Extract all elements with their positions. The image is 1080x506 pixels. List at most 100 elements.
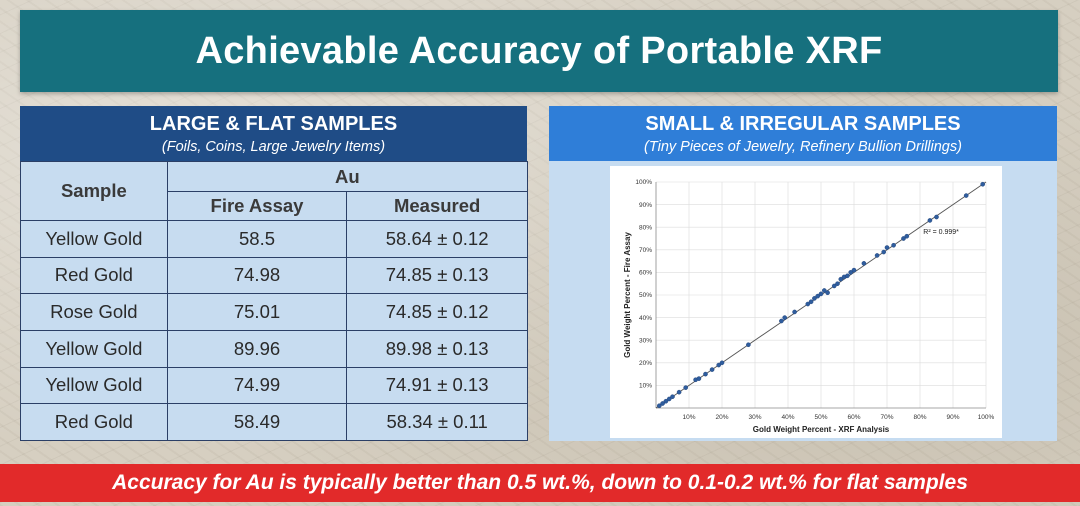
data-point [676, 389, 682, 395]
x-tick-label: 40% [781, 414, 794, 421]
data-point [838, 276, 844, 282]
y-tick-label: 50% [639, 292, 652, 299]
data-point [670, 394, 675, 399]
title-banner: Achievable Accuracy of Portable XRF [20, 10, 1058, 92]
fire-assay-cell: 75.01 [166, 293, 348, 331]
data-point [683, 385, 688, 390]
x-tick-label: 50% [814, 414, 827, 421]
fire-assay-cell: 58.5 [166, 220, 348, 258]
data-point [825, 290, 830, 296]
fire-assay-cell: 74.98 [166, 256, 348, 295]
data-point [934, 214, 939, 220]
x-tick-label: 10% [682, 414, 695, 421]
data-point [805, 301, 811, 307]
sample-cell: Yellow Gold [20, 220, 168, 258]
right-panel-subtitle: (Tiny Pieces of Jewelry, Refinery Bullio… [644, 139, 962, 155]
table-subheader-row: Fire Assay Measured [21, 191, 528, 221]
data-point [663, 398, 669, 404]
data-point [835, 281, 840, 286]
data-point [861, 261, 867, 266]
y-tick-label: 100% [635, 179, 652, 186]
left-panel-subtitle: (Foils, Coins, Large Jewelry Items) [161, 139, 386, 155]
x-tick-label: 100% [978, 414, 995, 421]
left-panel-title: LARGE & FLAT SAMPLES [149, 113, 398, 135]
scatter-chart: 10% 20% 30% 40% 50% 60% 70% 80% 90% 100% 10% 20% 30%… [623, 179, 995, 434]
fire-assay-cell: 58.49 [166, 403, 348, 441]
data-point [709, 367, 715, 372]
table-row: Red Gold 58.49 58.34 ± 0.11 [20, 403, 528, 441]
page-title: Achievable Accuracy of Portable XRF [195, 29, 883, 72]
table-row: Yellow Gold 89.96 89.98 ± 0.13 [20, 329, 528, 368]
data-point [818, 291, 824, 297]
sample-header: Sample [20, 161, 168, 221]
data-point [812, 296, 817, 301]
table-row: Yellow Gold 58.5 58.64 ± 0.12 [20, 220, 528, 258]
y-tick-label: 70% [639, 247, 652, 254]
y-tick-label: 10% [639, 383, 652, 390]
table-row: Red Gold 74.98 74.85 ± 0.13 [20, 256, 528, 295]
data-point [845, 273, 850, 279]
x-tick-label: 60% [847, 414, 860, 421]
x-tick-label: 70% [880, 414, 893, 421]
sample-cell: Yellow Gold [20, 366, 168, 405]
r-squared-annotation: R² = 0.999* [923, 229, 959, 236]
data-point [666, 396, 672, 402]
footer-bar: Accuracy for Au is typically better than… [0, 464, 1080, 502]
data-point [808, 299, 814, 305]
scatter-plot-card: 10% 20% 30% 40% 50% 60% 70% 80% 90% 100% 10% 20% 30%… [610, 166, 1002, 438]
footer-note: Accuracy for Au is typically better than… [112, 471, 968, 494]
data-point [904, 233, 910, 239]
table-header-row: Sample Au [20, 161, 529, 221]
sample-cell: Rose Gold [20, 293, 168, 331]
fire-assay-cell: 74.99 [166, 366, 348, 405]
data-point [657, 403, 662, 409]
sample-cell: Yellow Gold [20, 329, 168, 368]
data-point [980, 181, 986, 187]
data-point [927, 218, 933, 223]
measured-cell: 74.85 ± 0.12 [346, 293, 528, 331]
left-panel-header: LARGE & FLAT SAMPLES (Foils, Coins, Larg… [20, 106, 527, 161]
table-row: Rose Gold 75.01 74.85 ± 0.12 [20, 293, 528, 331]
data-point [782, 315, 787, 320]
au-header: Au [166, 161, 529, 192]
sample-cell: Red Gold [20, 403, 168, 441]
data-point [716, 362, 721, 368]
data-point [901, 236, 906, 241]
data-point [963, 193, 969, 198]
data-point [746, 342, 751, 348]
data-point [851, 267, 857, 273]
x-tick-label: 30% [748, 414, 761, 421]
y-tick-label: 30% [639, 337, 652, 344]
x-tick-label: 90% [946, 414, 959, 421]
measured-cell: 89.98 ± 0.13 [346, 329, 528, 368]
data-point [821, 288, 827, 293]
data-point [831, 283, 837, 289]
table-row: Yellow Gold 74.99 74.91 ± 0.13 [20, 366, 528, 405]
measured-cell: 58.64 ± 0.12 [346, 220, 528, 258]
accuracy-table: Sample Au Fire Assay Measured Yellow Gol… [20, 161, 529, 441]
right-panel-header: SMALL & IRREGULAR SAMPLES (Tiny Pieces o… [549, 106, 1057, 161]
y-tick-label: 40% [639, 315, 652, 322]
y-axis-label: Gold Weight Percent - Fire Assay [623, 232, 632, 358]
measured-cell: 58.34 ± 0.11 [346, 403, 528, 441]
fire-assay-header: Fire Assay [166, 191, 348, 221]
data-point [660, 401, 665, 406]
data-point [874, 253, 880, 258]
y-tick-label: 90% [639, 202, 652, 209]
y-tick-label: 20% [639, 360, 652, 367]
data-point [703, 371, 708, 377]
measured-cell: 74.91 ± 0.13 [346, 366, 528, 405]
y-tick-label: 60% [639, 270, 652, 277]
x-tick-label: 20% [715, 414, 728, 421]
data-point [891, 242, 896, 248]
sample-cell: Red Gold [20, 256, 168, 295]
data-point [848, 270, 853, 275]
data-point [792, 309, 797, 315]
data-point [696, 376, 702, 381]
x-axis-label: Gold Weight Percent - XRF Analysis [753, 425, 890, 434]
x-tick-label: 80% [913, 414, 926, 421]
data-point [815, 293, 820, 299]
data-point [881, 249, 887, 255]
y-tick-label: 80% [639, 224, 652, 231]
measured-header: Measured [346, 191, 528, 221]
